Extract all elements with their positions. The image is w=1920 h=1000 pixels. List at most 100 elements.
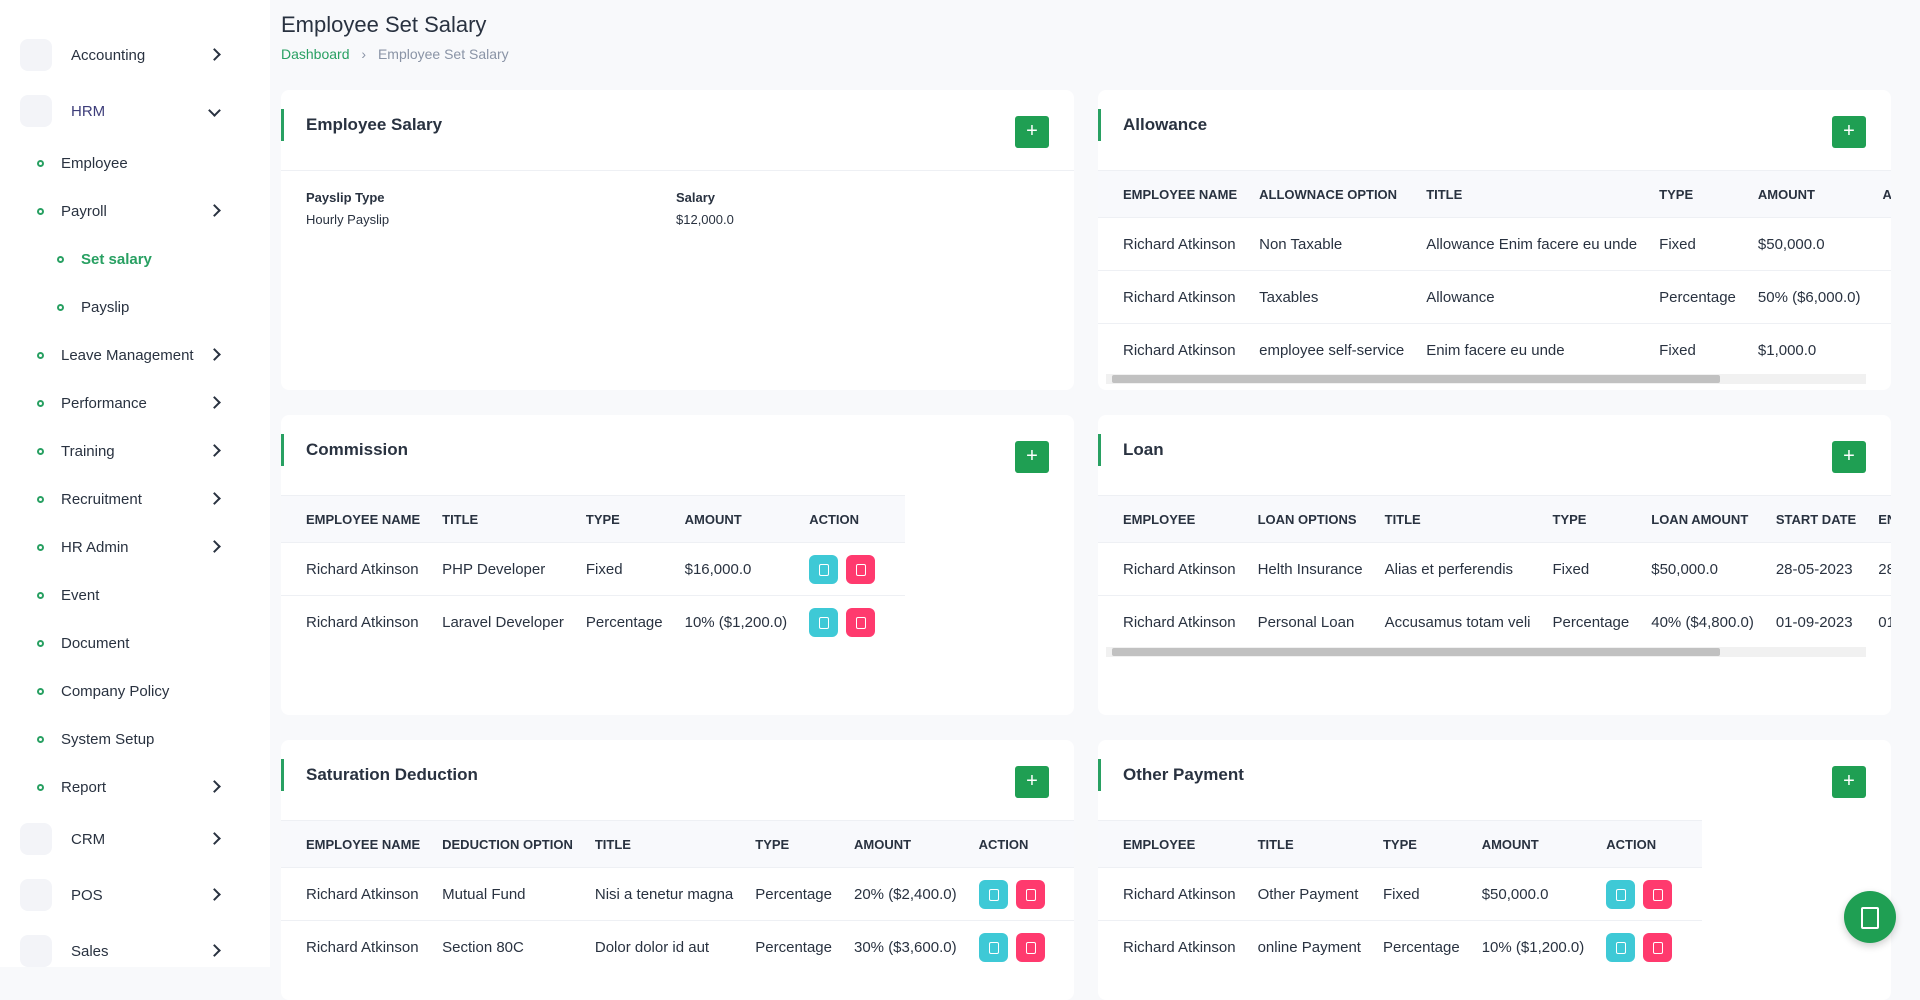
cell <box>1606 868 1702 921</box>
cell: Mutual Fund <box>442 868 595 921</box>
scroll-thumb[interactable] <box>1112 375 1720 383</box>
delete-button[interactable] <box>1643 880 1672 909</box>
cell: Richard Atkinson <box>1098 543 1258 596</box>
cell: 50% ($6,000.0) <box>1758 271 1883 324</box>
cell: Richard Atkinson <box>281 596 442 649</box>
column-header: LOAN OPTIONS <box>1258 496 1385 543</box>
cell <box>979 868 1074 921</box>
sidebar-item[interactable]: Company Policy <box>0 667 260 715</box>
sidebar-item[interactable]: System Setup <box>0 715 260 763</box>
cell: Dolor dolor id aut <box>595 921 755 974</box>
cell: Allowance <box>1426 271 1659 324</box>
sidebar-item[interactable]: Training <box>0 427 260 475</box>
column-header: TYPE <box>1383 821 1482 868</box>
add-button[interactable]: + <box>1832 766 1866 798</box>
scroll-thumb[interactable] <box>1112 648 1720 656</box>
column-header: AMOUNT <box>1758 171 1883 218</box>
cell: Richard Atkinson <box>1098 218 1259 271</box>
cell: Nisi a tenetur magna <box>595 868 755 921</box>
sidebar-item[interactable]: Accounting <box>0 27 260 83</box>
cell: $16,000.0 <box>685 543 810 596</box>
page-title: Employee Set Salary <box>281 12 486 38</box>
delete-button[interactable] <box>1643 933 1672 962</box>
add-button[interactable]: + <box>1015 766 1049 798</box>
sidebar-item[interactable]: Payroll <box>0 187 260 235</box>
sidebar-label: Document <box>61 635 129 652</box>
cell: 20% ($2,400.0) <box>854 868 979 921</box>
sidebar-item[interactable]: Leave Management <box>0 331 260 379</box>
sidebar-item[interactable]: Document <box>0 619 260 667</box>
edit-button[interactable] <box>1606 880 1635 909</box>
column-header: AMOUNT <box>685 496 810 543</box>
delete-button[interactable] <box>1016 880 1045 909</box>
cell: Percentage <box>755 868 854 921</box>
cell: Accusamus totam veli <box>1385 596 1553 649</box>
field-value: $12,000.0 <box>676 212 734 227</box>
edit-button[interactable] <box>979 933 1008 962</box>
sidebar-dot <box>37 208 44 215</box>
edit-button[interactable] <box>1606 933 1635 962</box>
column-header: EMPLOYEE <box>1098 496 1258 543</box>
cell: online Payment <box>1258 921 1383 974</box>
cell: Percentage <box>1553 596 1652 649</box>
sidebar-item[interactable]: Sales <box>0 923 260 979</box>
sidebar-chevron <box>208 396 221 409</box>
column-header: TYPE <box>586 496 685 543</box>
breadcrumb-link[interactable]: Dashboard <box>281 46 350 62</box>
column-header: EMPLOYEE NAME <box>281 821 442 868</box>
edit-button[interactable] <box>809 608 838 637</box>
add-button[interactable]: + <box>1015 116 1049 148</box>
sidebar-item[interactable]: Payslip <box>0 283 260 331</box>
sidebar-item[interactable]: Performance <box>0 379 260 427</box>
breadcrumb-separator: › <box>361 46 366 62</box>
column-header: TITLE <box>595 821 755 868</box>
sidebar-item[interactable]: POS <box>0 867 260 923</box>
cart-button[interactable] <box>1844 891 1896 943</box>
column-header: ALLOWNACE OPTION <box>1259 171 1426 218</box>
cell: Fixed <box>1659 218 1758 271</box>
edit-button[interactable] <box>979 880 1008 909</box>
sidebar-item[interactable]: Employee <box>0 139 260 187</box>
card-title: Employee Salary <box>306 115 442 135</box>
cell: Alias et perferendis <box>1385 543 1553 596</box>
sidebar-item[interactable]: HR Admin <box>0 523 260 571</box>
column-header: EMPLOYEE NAME <box>1098 171 1259 218</box>
add-button[interactable]: + <box>1832 441 1866 473</box>
edit-button[interactable] <box>809 555 838 584</box>
sidebar-item[interactable]: Recruitment <box>0 475 260 523</box>
sidebar-item[interactable]: HRM <box>0 83 260 139</box>
cell: Section 80C <box>442 921 595 974</box>
field-value: Hourly Payslip <box>306 212 389 227</box>
cell: Enim facere eu unde <box>1426 324 1659 377</box>
sidebar-item[interactable]: CRM <box>0 811 260 867</box>
add-button[interactable]: + <box>1832 116 1866 148</box>
cell: employee self-service <box>1259 324 1426 377</box>
sidebar-item[interactable]: Event <box>0 571 260 619</box>
breadcrumb-current: Employee Set Salary <box>378 46 509 62</box>
delete-button[interactable] <box>1016 933 1045 962</box>
main: Employee Set Salary Dashboard › Employee… <box>281 0 1920 967</box>
sidebar-dot <box>37 400 44 407</box>
delete-button[interactable] <box>846 555 875 584</box>
breadcrumb: Dashboard › Employee Set Salary <box>281 46 509 62</box>
divider <box>281 170 1074 171</box>
delete-button[interactable] <box>846 608 875 637</box>
sidebar-item[interactable]: Report <box>0 763 260 811</box>
cell: $1,000.0 <box>1758 324 1883 377</box>
sidebar-item[interactable]: Set salary <box>0 235 260 283</box>
add-button[interactable]: + <box>1015 441 1049 473</box>
